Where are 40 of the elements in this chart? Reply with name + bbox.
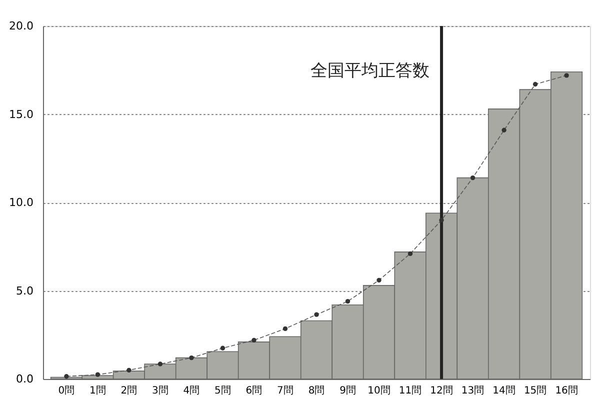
- x-tick-label: 12問: [430, 386, 453, 396]
- point: [564, 73, 569, 78]
- y-tick-label: 0.0: [16, 372, 34, 386]
- x-tick-label: 10問: [368, 386, 390, 396]
- ref-line-label: 全国平均正答数: [310, 61, 430, 81]
- point: [439, 218, 444, 222]
- point: [158, 362, 163, 366]
- x-tick-label: 9問: [340, 386, 356, 396]
- y-tick-label: 5.0: [16, 284, 34, 298]
- point: [408, 251, 413, 256]
- x-tick-label: 16問: [555, 386, 578, 396]
- x-tick-label: 5問: [214, 386, 231, 396]
- point: [345, 299, 350, 304]
- point: [470, 175, 476, 180]
- point: [502, 128, 506, 132]
- point: [532, 82, 538, 87]
- x-tick-label: 14問: [492, 386, 516, 396]
- x-tick-label: 13問: [461, 386, 484, 396]
- y-tick-label: 10.0: [9, 196, 34, 209]
- x-tick-label: 11問: [398, 386, 422, 396]
- y-tick-label: 20.0: [9, 20, 34, 32]
- x-tick-label: 2問: [120, 386, 138, 396]
- y-tick-label: 15.0: [9, 108, 34, 121]
- x-tick-label: 8問: [308, 386, 325, 396]
- point: [220, 346, 226, 350]
- x-tick-label: 4問: [183, 386, 200, 396]
- point: [282, 326, 288, 332]
- point: [314, 312, 319, 317]
- point: [64, 374, 69, 379]
- point: [252, 338, 256, 343]
- x-tick-label: 0問: [58, 386, 75, 396]
- point: [95, 372, 100, 377]
- x-tick-label: 1問: [90, 386, 106, 396]
- x-tick-label: 7問: [277, 386, 294, 396]
- x-tick-label: 3問: [152, 386, 168, 396]
- x-tick-label: 6問: [246, 386, 262, 396]
- point: [376, 278, 382, 282]
- x-tick-label: 15問: [524, 386, 547, 396]
- point: [126, 368, 132, 373]
- point: [189, 355, 194, 360]
